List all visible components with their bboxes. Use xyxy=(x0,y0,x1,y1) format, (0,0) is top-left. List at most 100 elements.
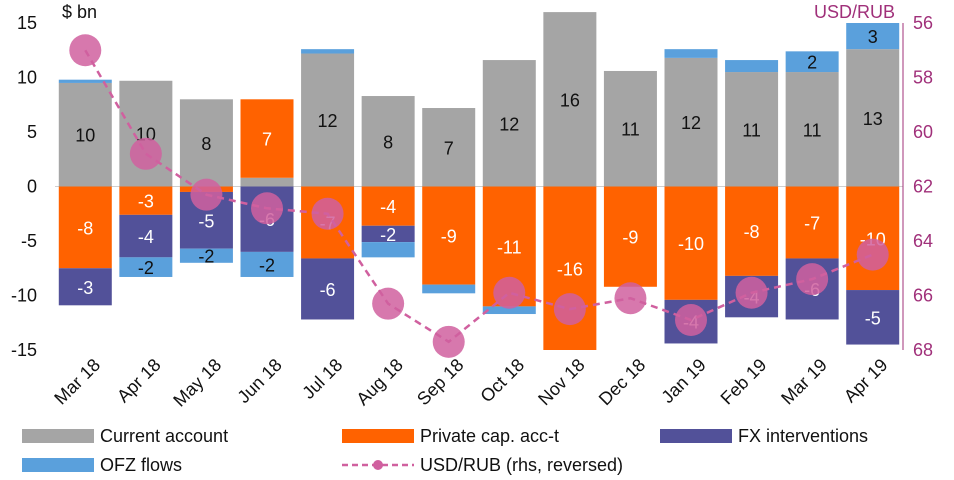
bar-ofz-flows xyxy=(240,251,294,277)
data-label: -2 xyxy=(380,225,396,245)
bar-private-cap-acc-t xyxy=(725,186,779,276)
usdrub-point xyxy=(251,192,283,225)
bar-ofz-flows xyxy=(361,242,415,258)
bar-ofz-flows xyxy=(119,257,173,277)
right-tick-label: 62 xyxy=(913,177,933,197)
data-label: -9 xyxy=(441,227,457,247)
data-label: 12 xyxy=(499,114,519,134)
bar-current-account xyxy=(361,96,415,187)
left-tick-label: 10 xyxy=(17,68,37,88)
usdrub-point xyxy=(129,137,162,170)
data-label: -4 xyxy=(380,197,396,217)
left-tick-label: -15 xyxy=(11,340,37,360)
category-label: Apr 18 xyxy=(113,355,165,407)
data-label: -2 xyxy=(138,258,154,278)
data-label: 3 xyxy=(868,27,878,47)
legend-label: USD/RUB (rhs, reversed) xyxy=(420,455,623,475)
line-layer xyxy=(69,34,889,358)
data-label: -5 xyxy=(198,211,214,231)
left-tick-label: 15 xyxy=(17,13,37,33)
legend-swatch xyxy=(22,429,94,443)
category-label: Oct 18 xyxy=(476,355,528,407)
bar-current-account xyxy=(543,12,597,187)
data-label: 11 xyxy=(742,120,761,140)
bar-fx-interventions xyxy=(846,290,900,345)
legend-label: OFZ flows xyxy=(100,455,182,475)
legend: Current account Private cap. acc-t FX inte… xyxy=(22,426,868,475)
category-label: May 18 xyxy=(169,355,225,411)
right-tick-label: 66 xyxy=(913,286,933,306)
bar-private-cap-acc-t xyxy=(422,186,476,285)
bar-current-account xyxy=(482,60,536,187)
data-label: 8 xyxy=(201,134,211,154)
category-label: Feb 19 xyxy=(717,355,771,409)
left-tick-label: -5 xyxy=(21,231,37,251)
category-label: Mar 19 xyxy=(777,355,831,409)
usdrub-point xyxy=(493,276,526,309)
category-label: Mar 18 xyxy=(50,355,104,409)
category-label: Apr 19 xyxy=(840,355,892,407)
legend-swatch xyxy=(660,429,732,443)
left-tick-label: -10 xyxy=(11,286,37,306)
usdrub-point xyxy=(796,263,829,296)
bar-private-cap-acc-t xyxy=(603,186,657,287)
right-tick-label: 58 xyxy=(913,68,933,88)
axes: 15 10 5 0 -5 -10 -15 56 58 60 62 64 66 68 $ bn USD/RUB xyxy=(11,2,933,360)
left-tick-label: 5 xyxy=(27,122,37,142)
right-tick-label: 60 xyxy=(913,122,933,142)
legend-label: Current account xyxy=(100,426,228,446)
legend-item: USD/RUB (rhs, reversed) xyxy=(342,455,623,475)
data-label: -2 xyxy=(198,247,214,267)
legend-swatch-marker xyxy=(373,460,383,470)
bar-private-cap-acc-t xyxy=(664,186,718,300)
usdrub-point xyxy=(675,304,707,337)
category-label: Jul 18 xyxy=(298,355,346,403)
right-tick-label: 68 xyxy=(913,340,933,360)
legend-swatch xyxy=(342,429,414,443)
usdrub-point xyxy=(432,325,465,358)
bar-private-cap-acc-t xyxy=(361,186,415,226)
usdrub-point xyxy=(553,293,586,326)
data-label: -16 xyxy=(557,259,583,279)
data-label: 8 xyxy=(383,132,393,152)
bar-private-cap-acc-t xyxy=(58,186,112,269)
bar-ofz-flows xyxy=(846,23,900,50)
bar-fx-interventions xyxy=(301,258,355,320)
data-label: 11 xyxy=(621,120,640,140)
usdrub-point xyxy=(856,238,889,271)
data-label: -9 xyxy=(622,228,638,248)
bar-ofz-flows xyxy=(664,49,718,58)
data-label: -6 xyxy=(320,280,336,300)
data-label: -7 xyxy=(804,213,820,233)
usdrub-point xyxy=(69,34,102,67)
bar-current-account xyxy=(58,82,112,187)
bar-current-account xyxy=(846,49,900,187)
legend-label: FX interventions xyxy=(738,426,868,446)
left-unit-label: $ bn xyxy=(62,2,97,22)
legend-item: Current account xyxy=(22,426,228,446)
bar-current-account xyxy=(725,72,779,187)
legend-label: Private cap. acc-t xyxy=(420,426,559,446)
bar-current-account xyxy=(422,108,476,187)
data-label: 7 xyxy=(444,138,454,158)
category-label: Nov 18 xyxy=(534,355,588,409)
data-label: -8 xyxy=(744,222,760,242)
bar-private-cap-acc-t xyxy=(785,186,839,259)
usdrub-point xyxy=(311,197,344,230)
bar-ofz-flows xyxy=(301,49,355,54)
data-label: -10 xyxy=(678,234,704,254)
bar-private-cap-acc-t xyxy=(846,186,900,291)
bar-private-cap-acc-t xyxy=(240,99,294,178)
bar-fx-interventions xyxy=(361,225,415,243)
bar-layer xyxy=(58,12,900,350)
bar-ofz-flows xyxy=(58,79,112,83)
usdrub-point xyxy=(735,276,768,309)
data-label: -3 xyxy=(138,192,154,212)
bar-current-account xyxy=(301,53,355,187)
bar-ofz-flows xyxy=(785,51,839,73)
data-label: 16 xyxy=(560,90,580,110)
data-label: -2 xyxy=(259,255,275,275)
category-label: Jan 19 xyxy=(657,355,709,407)
category-label: Dec 18 xyxy=(595,355,649,409)
